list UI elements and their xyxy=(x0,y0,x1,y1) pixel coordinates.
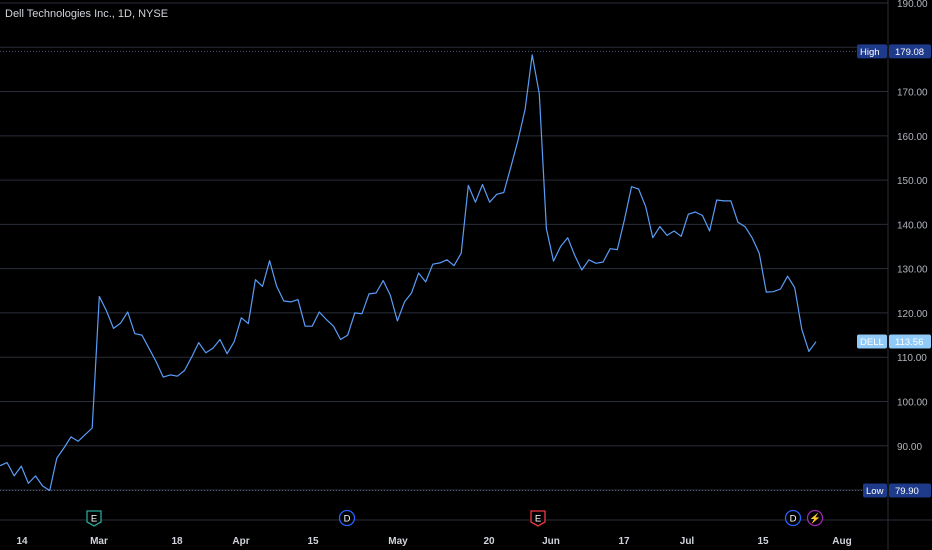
y-tick-label: 110.00 xyxy=(897,353,927,364)
x-tick-label: 18 xyxy=(171,536,183,547)
event-letter: ⚡ xyxy=(809,513,821,525)
event-letter: E xyxy=(535,514,541,525)
x-tick-label: Jul xyxy=(680,536,695,547)
split-icon[interactable] xyxy=(806,509,824,527)
x-tick-label: 15 xyxy=(757,536,769,547)
y-tick-label: 190.00 xyxy=(897,0,928,10)
high-tag-label: High xyxy=(860,47,880,58)
x-tick-label: 14 xyxy=(16,536,28,547)
low-tag-label: Low xyxy=(866,486,884,497)
x-tick-label: 20 xyxy=(483,536,495,547)
earnings-icon[interactable] xyxy=(530,510,546,527)
event-letter: E xyxy=(91,514,97,525)
low-tag-value: 79.90 xyxy=(895,486,919,497)
price-line[interactable] xyxy=(0,54,817,492)
y-tick-label: 130.00 xyxy=(897,265,928,276)
x-tick-label: 15 xyxy=(307,536,319,547)
last-tag-label-bg xyxy=(857,334,887,349)
earnings-icon[interactable] xyxy=(86,510,102,527)
dividend-icon[interactable] xyxy=(338,509,356,527)
low-tag-value-bg xyxy=(889,483,931,498)
event-letter: D xyxy=(344,514,351,525)
high-tag-value-bg xyxy=(889,44,931,59)
x-tick-label: Jun xyxy=(542,536,560,547)
chart-title: Dell Technologies Inc., 1D, NYSE xyxy=(5,8,169,20)
x-tick-label: 17 xyxy=(618,536,630,547)
y-tick-label: 170.00 xyxy=(897,88,928,99)
event-letter: D xyxy=(790,514,797,525)
y-tick-label: 140.00 xyxy=(897,220,928,231)
last-tag-label: DELL xyxy=(860,337,884,348)
low-tag-label-bg xyxy=(863,483,887,498)
y-tick-label: 100.00 xyxy=(897,397,928,408)
x-tick-label: Mar xyxy=(90,536,108,547)
x-tick-label: Aug xyxy=(832,536,851,547)
y-tick-label: 160.00 xyxy=(897,132,928,143)
last-tag-value: 113.56 xyxy=(895,337,923,348)
last-tag-value-bg xyxy=(889,334,931,349)
high-tag-label-bg xyxy=(857,44,887,59)
x-tick-label: Apr xyxy=(232,536,249,547)
dividend-icon[interactable] xyxy=(784,509,802,527)
y-tick-label: 120.00 xyxy=(897,309,928,320)
y-tick-label: 90.00 xyxy=(897,442,922,453)
y-tick-label: 150.00 xyxy=(897,176,928,187)
high-tag-value: 179.08 xyxy=(895,47,924,58)
x-tick-label: May xyxy=(388,536,408,547)
